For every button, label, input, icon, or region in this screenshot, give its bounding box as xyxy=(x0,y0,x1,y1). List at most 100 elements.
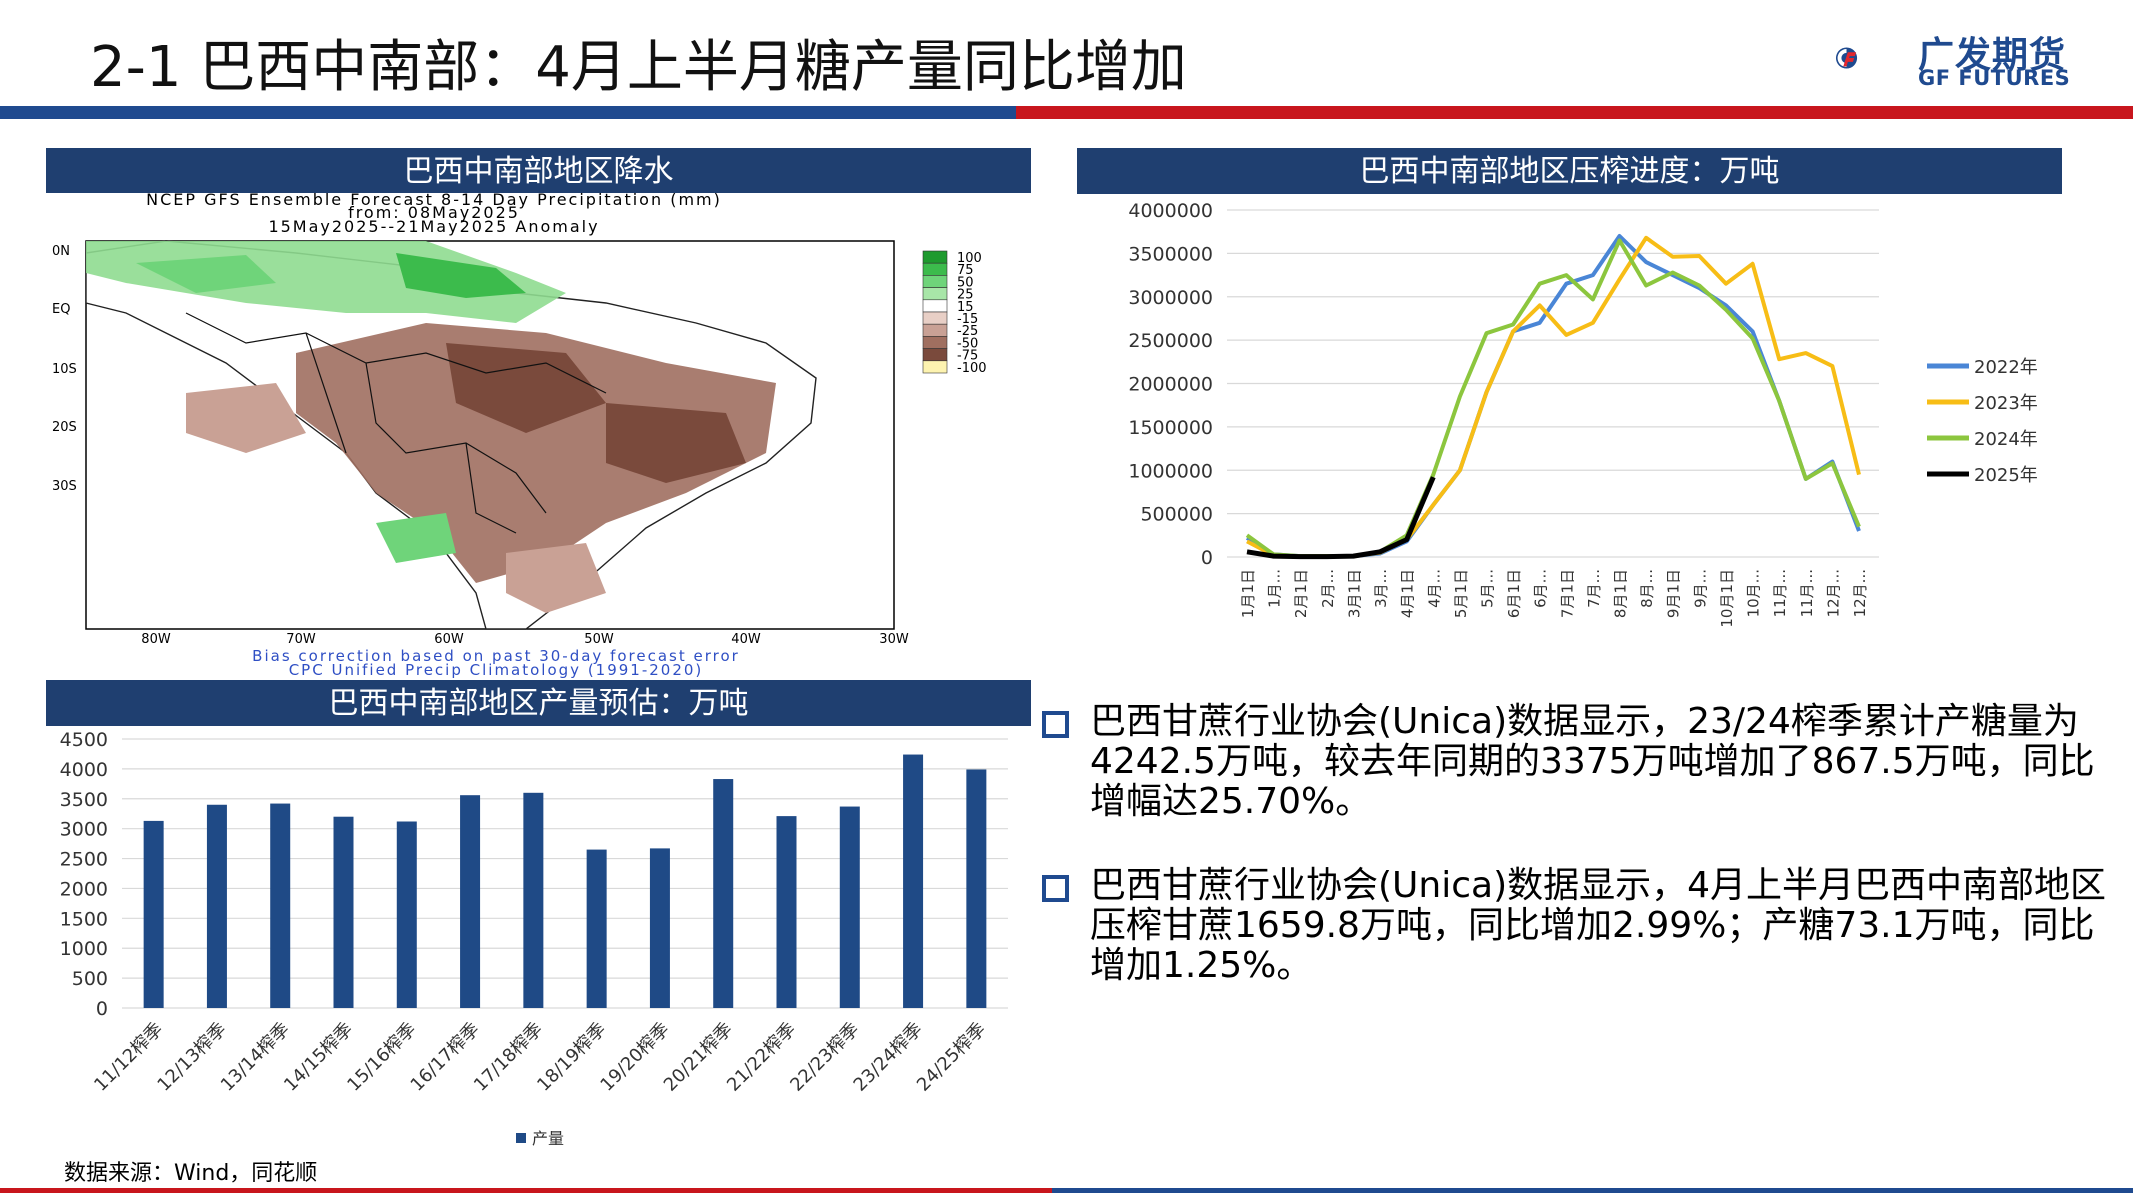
legend-label: 15 xyxy=(957,300,974,315)
footer-rule-blue xyxy=(1052,1188,2133,1193)
y-tick-label: 2000000 xyxy=(1128,374,1213,396)
legend-swatch xyxy=(922,348,948,362)
y-tick-label: 2500 xyxy=(60,849,108,871)
lon-label: 60W xyxy=(434,632,464,647)
legend-swatch xyxy=(516,1133,526,1143)
x-tick-label: 6月... xyxy=(1532,569,1550,608)
y-tick-label: 3500 xyxy=(60,789,108,811)
series-line xyxy=(1245,238,1861,559)
bullet-square-icon xyxy=(1042,711,1069,738)
legend-swatch xyxy=(922,250,948,264)
y-tick-label: 3000 xyxy=(60,819,108,841)
map-footer-1: Bias correction based on past 30-day for… xyxy=(252,647,740,665)
legend-label: -100 xyxy=(957,361,987,376)
bar xyxy=(333,816,354,1008)
legend-label: 25 xyxy=(957,288,974,303)
legend-swatch xyxy=(922,299,948,313)
precip-panel-header: 巴西中南部地区降水 xyxy=(46,148,1031,194)
y-tick-label: 2000 xyxy=(60,878,108,900)
series-line xyxy=(1245,234,1861,559)
lon-label: 40W xyxy=(731,632,761,647)
y-tick-label: 500000 xyxy=(1140,504,1213,526)
lat-label: EQ xyxy=(52,302,70,317)
bar xyxy=(839,806,860,1008)
legend-label: -75 xyxy=(957,349,978,364)
y-tick-label: 1000000 xyxy=(1128,460,1213,482)
legend-label: 产量 xyxy=(532,1129,564,1148)
y-tick-label: 0 xyxy=(96,998,108,1020)
x-tick-label: 11月... xyxy=(1771,569,1789,617)
bar xyxy=(903,754,924,1008)
x-tick-label: 3月... xyxy=(1372,569,1390,608)
legend-label: 2022年 xyxy=(1974,357,2038,378)
series-line xyxy=(1246,235,1861,559)
gf-logo-icon xyxy=(1835,47,1858,69)
legend-label: -50 xyxy=(957,336,978,351)
lon-label: 80W xyxy=(141,632,171,647)
bar xyxy=(523,792,544,1008)
legend-label: 2024年 xyxy=(1974,429,2038,450)
lon-label: 50W xyxy=(584,632,614,647)
production-panel-header: 巴西中南部地区产量预估：万吨 xyxy=(46,680,1031,726)
map-header-3: 15May2025--21May2025 Anomaly xyxy=(268,217,599,236)
x-tick-label: 12月... xyxy=(1851,569,1869,617)
header-rule-blue xyxy=(0,106,1016,119)
page-title: 2-1 巴西中南部：4月上半月糖产量同比增加 xyxy=(90,35,1187,100)
x-tick-label: 10月... xyxy=(1745,569,1763,617)
logo-english-text: GF FUTURES xyxy=(1918,66,2071,90)
legend-swatch xyxy=(922,311,948,325)
x-tick-label: 1月... xyxy=(1266,569,1284,608)
x-tick-label: 3月1日 xyxy=(1345,569,1363,618)
map-footer-2: CPC Unified Precip Climatology (1991-202… xyxy=(289,661,704,678)
y-tick-label: 1500000 xyxy=(1128,417,1213,439)
bar xyxy=(460,795,481,1008)
x-tick-label: 4月... xyxy=(1425,569,1443,608)
y-tick-label: 3500000 xyxy=(1128,243,1213,265)
data-source: 数据来源：Wind，同花顺 xyxy=(64,1161,318,1186)
crush-panel-header: 巴西中南部地区压榨进度：万吨 xyxy=(1077,148,2062,194)
legend-swatch xyxy=(922,323,948,337)
y-tick-label: 500 xyxy=(72,968,108,990)
lon-label: 30W xyxy=(879,632,909,647)
legend-label: 100 xyxy=(957,251,982,266)
bar xyxy=(270,803,291,1008)
x-tick-label: 1月1日 xyxy=(1239,569,1257,618)
legend-label: -15 xyxy=(957,312,978,327)
x-tick-label: 10月1日 xyxy=(1718,569,1736,628)
header-rule-red xyxy=(1016,106,2133,119)
x-tick-label: 5月1日 xyxy=(1452,569,1470,618)
x-tick-label: 7月... xyxy=(1585,569,1603,608)
bar xyxy=(396,821,417,1008)
bar xyxy=(966,769,987,1008)
bullet-point-1: 巴西甘蔗行业协会(Unica)数据显示，23/24榨季累计产糖量为4242.5万… xyxy=(1042,702,2102,822)
bar xyxy=(713,779,734,1008)
bullet-point-2: 巴西甘蔗行业协会(Unica)数据显示，4月上半月巴西中南部地区压榨甘蔗1659… xyxy=(1042,866,2106,986)
x-tick-label: 8月1日 xyxy=(1612,569,1630,618)
x-tick-label: 9月... xyxy=(1691,569,1709,608)
y-tick-label: 4000000 xyxy=(1128,200,1213,222)
legend-label: 2025年 xyxy=(1974,465,2038,486)
crush-progress-line-chart: 0 500000 1000000 1500000 2000000 2500000 30000… xyxy=(1128,200,2038,628)
y-tick-label: 3000000 xyxy=(1128,287,1213,309)
x-tick-label: 4月1日 xyxy=(1399,569,1417,618)
y-tick-label: 2500000 xyxy=(1128,330,1213,352)
x-tick-label: 8月... xyxy=(1638,569,1656,608)
bullet-text-1: 巴西甘蔗行业协会(Unica)数据显示，23/24榨季累计产糖量为4242.5万… xyxy=(1090,701,2095,822)
x-tick-label: 11月... xyxy=(1798,569,1816,617)
series-line xyxy=(1246,476,1436,560)
y-tick-label: 1000 xyxy=(60,938,108,960)
lat-label: 30S xyxy=(52,479,77,494)
map-header-2: from: 08May2025 xyxy=(348,203,520,222)
y-tick-label: 0 xyxy=(1201,547,1213,569)
bar xyxy=(586,849,607,1008)
lon-label: 70W xyxy=(286,632,316,647)
y-tick-label: 4500 xyxy=(60,729,108,751)
precip-map-svg: NCEP GFS Ensemble Forecast 8-14 Day Prec… xyxy=(52,193,987,678)
x-tick-label: 9月1日 xyxy=(1665,569,1683,618)
legend-label: 50 xyxy=(957,275,974,290)
x-tick-label: 7月1日 xyxy=(1558,569,1576,618)
precipitation-map: NCEP GFS Ensemble Forecast 8-14 Day Prec… xyxy=(46,193,1031,678)
legend-swatch xyxy=(922,336,948,349)
logo-chinese-text: 广发期货 xyxy=(1918,35,2067,76)
